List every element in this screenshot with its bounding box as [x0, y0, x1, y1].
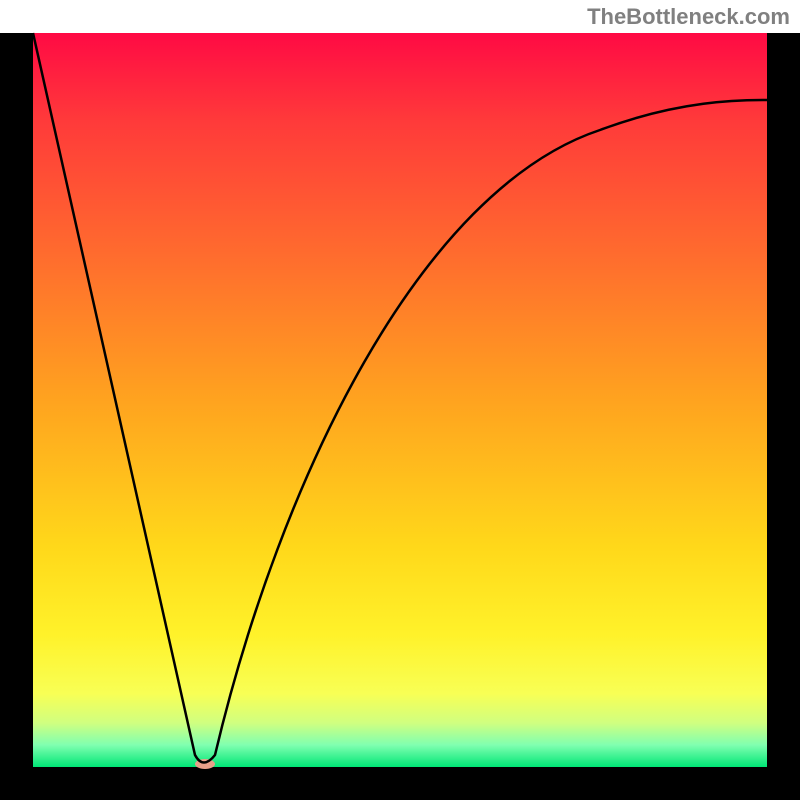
frame-left-top	[0, 0, 33, 33]
frame-bottom	[0, 767, 800, 800]
bottleneck-curve-chart	[0, 0, 800, 800]
watermark-text: TheBottleneck.com	[587, 4, 790, 30]
plot-background	[33, 33, 767, 767]
frame-right	[767, 0, 800, 800]
frame-left	[0, 0, 33, 800]
chart-container: TheBottleneck.com	[0, 0, 800, 800]
